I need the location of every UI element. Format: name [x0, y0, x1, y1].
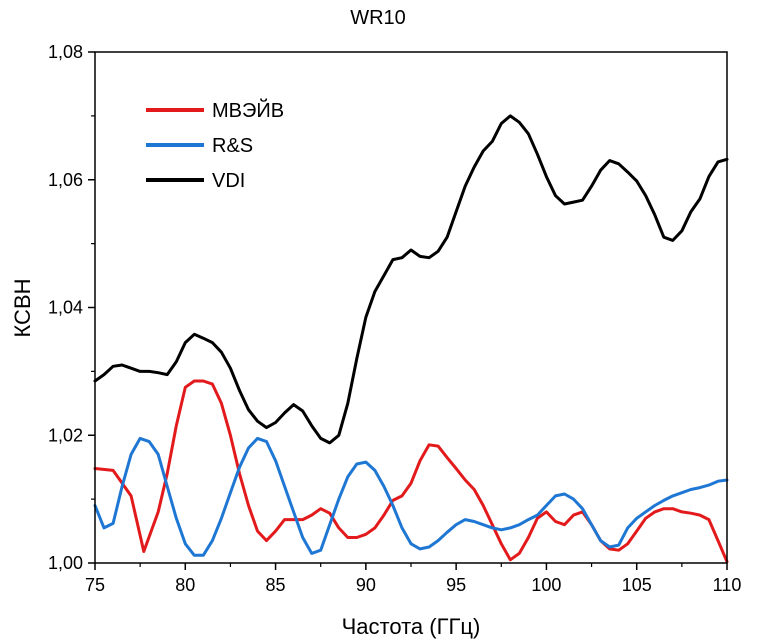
y-tick-label: 1,06	[48, 170, 83, 190]
x-axis-title: Частота (ГГц)	[342, 614, 481, 639]
series-line-1	[93, 436, 729, 557]
y-tick-label: 1,02	[48, 425, 83, 445]
x-tick-label: 95	[446, 575, 466, 595]
y-axis-title: КСВН	[10, 278, 35, 337]
x-tick-label: 80	[175, 575, 195, 595]
x-tick-label: 105	[622, 575, 652, 595]
x-tick-label: 100	[531, 575, 561, 595]
x-axis: 75 80 85 90 95 100 105 110	[85, 563, 741, 595]
legend: МВЭЙВ R&S VDI	[146, 98, 284, 192]
y-tick-label: 1,04	[48, 298, 83, 318]
x-tick-label: 75	[85, 575, 105, 595]
y-tick-label: 1,00	[48, 553, 83, 573]
series-line-0	[93, 379, 729, 564]
chart-title: WR10	[350, 7, 406, 29]
legend-label: R&S	[212, 135, 253, 157]
y-tick-label: 1,08	[48, 42, 83, 62]
x-tick-label: 90	[356, 575, 376, 595]
plot-frame	[94, 51, 728, 564]
x-tick-label: 110	[713, 575, 742, 595]
series-line-2	[93, 114, 729, 445]
legend-label: МВЭЙВ	[212, 98, 284, 122]
legend-label: VDI	[212, 170, 245, 192]
y-axis: 1,00 1,02 1,04 1,06 1,08	[48, 42, 95, 573]
x-tick-label: 85	[266, 575, 286, 595]
plot-area	[93, 114, 729, 564]
